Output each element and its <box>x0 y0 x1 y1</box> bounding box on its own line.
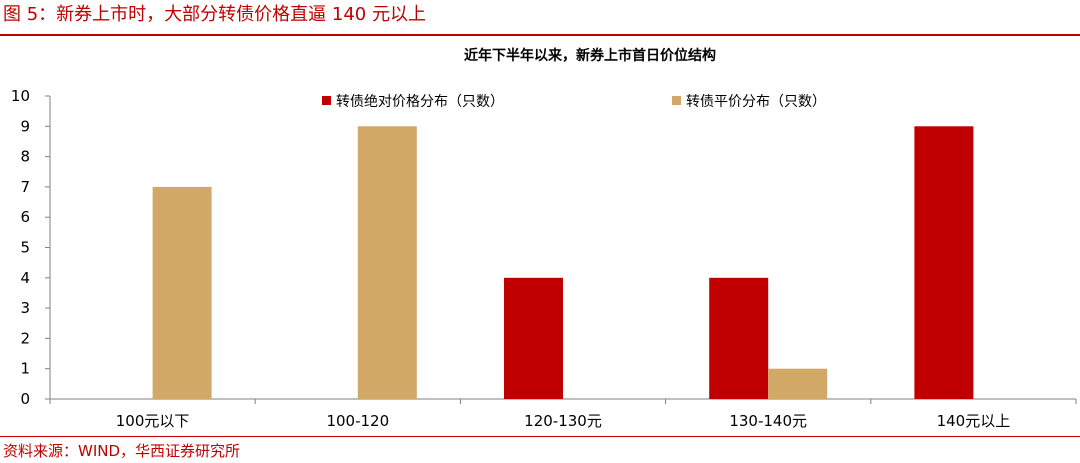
y-tick-label: 7 <box>20 178 30 196</box>
legend: 转债绝对价格分布（只数） 转债平价分布（只数） <box>322 94 826 110</box>
x-tick-label: 140元以上 <box>937 412 1011 430</box>
bar-parity <box>768 368 828 399</box>
y-tick-label: 4 <box>20 269 30 287</box>
x-tick-label: 120-130元 <box>524 412 602 430</box>
x-tick-label: 130-140元 <box>729 412 807 430</box>
x-axis: 100元以下 100-120 120-130元 130-140元 140元以上 <box>49 398 1077 430</box>
chart-title: 近年下半年以来，新券上市首日价位结构 <box>464 47 716 64</box>
y-tick-label: 0 <box>20 390 30 408</box>
x-tick-label: 100-120 <box>326 412 389 430</box>
bar-parity <box>357 126 417 400</box>
y-tick-label: 9 <box>20 117 30 135</box>
y-tick-label: 3 <box>20 299 30 317</box>
top-divider <box>0 34 1080 36</box>
y-axis: 0 1 2 3 4 5 6 7 8 9 10 <box>11 87 51 408</box>
legend-label: 转债平价分布（只数） <box>686 94 826 110</box>
legend-swatch <box>322 96 331 105</box>
y-tick-label: 10 <box>11 87 30 105</box>
x-tick-label: 100元以下 <box>116 412 190 430</box>
y-tick-label: 5 <box>20 239 30 257</box>
bar-absolute-price <box>709 277 769 399</box>
source-note: 资料来源：WIND，华西证券研究所 <box>3 442 241 460</box>
legend-label: 转债绝对价格分布（只数） <box>336 94 504 110</box>
bars <box>152 126 974 400</box>
y-tick-label: 6 <box>20 208 30 226</box>
bottom-divider <box>0 436 1080 437</box>
y-tick-label: 8 <box>20 148 30 166</box>
y-tick-label: 1 <box>20 360 30 378</box>
bar-absolute-price <box>504 277 563 399</box>
y-tick-label: 2 <box>20 329 30 347</box>
bar-parity <box>152 186 212 399</box>
bar-absolute-price <box>914 126 974 400</box>
legend-swatch <box>672 96 681 105</box>
figure-title: 图 5：新券上市时，大部分转债价格直逼 140 元以上 <box>3 4 426 25</box>
